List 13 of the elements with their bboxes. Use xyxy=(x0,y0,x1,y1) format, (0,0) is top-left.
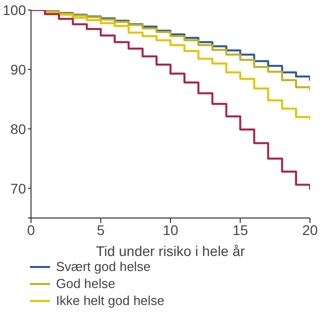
x-tick-label: 10 xyxy=(162,222,178,238)
legend-label: Svært god helse xyxy=(56,259,151,274)
legend-label: Ikke helt god helse xyxy=(56,293,164,308)
y-tick-label: 70 xyxy=(10,180,26,196)
y-tick-label: 80 xyxy=(10,120,26,137)
x-tick-label: 0 xyxy=(27,222,36,238)
x-tick-label: 20 xyxy=(302,222,318,238)
legend-label: God helse xyxy=(56,276,116,291)
y-tick-label: 100 xyxy=(2,2,26,18)
x-tick-label: 15 xyxy=(232,222,248,238)
y-tick-label: 90 xyxy=(10,61,26,78)
x-tick-label: 5 xyxy=(96,222,105,238)
x-axis-title: Tid under risiko i hele år xyxy=(96,243,246,259)
